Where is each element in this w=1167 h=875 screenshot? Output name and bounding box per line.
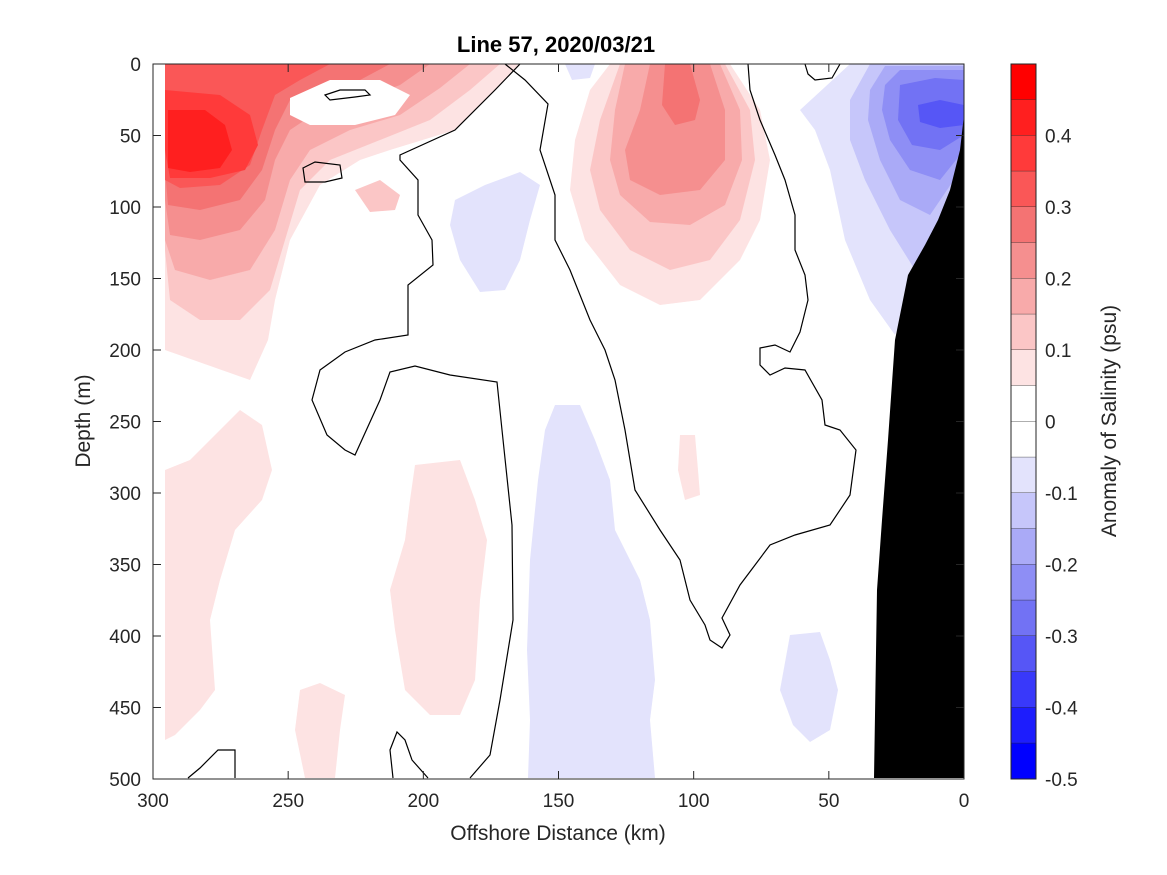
zero-contour-offshore: [311, 63, 521, 779]
colorbar-tick-label: 0.3: [1045, 198, 1071, 219]
colorbar-swatch: [1011, 171, 1036, 207]
zero-contour-pocket-a: [323, 89, 372, 101]
colorbar-swatch: [1011, 743, 1036, 779]
x-axis: 300 250 200 150 100 50 0: [137, 64, 969, 812]
y-tick-label: 450: [109, 699, 141, 720]
colorbar-swatch: [1011, 385, 1036, 422]
colorbar: [1010, 63, 1037, 780]
y-tick-label: 50: [120, 127, 141, 148]
colorbar-swatch: [1011, 135, 1036, 172]
contour-fill-pos-deep-west: [165, 410, 272, 740]
plot-area: [152, 63, 965, 780]
colorbar-swatch: [1011, 528, 1036, 565]
colorbar-swatch: [1011, 457, 1036, 493]
y-tick-label: 400: [109, 627, 141, 648]
y-tick-label: 250: [109, 413, 141, 434]
contour-fills: [165, 64, 964, 778]
colorbar-swatch: [1011, 600, 1036, 636]
y-axis-label: Depth (m): [72, 374, 95, 467]
contour-fill-neg-deep-band: [527, 405, 655, 778]
colorbar-tick-label: 0.1: [1045, 341, 1071, 362]
colorbar-tick-label: -0.4: [1045, 699, 1078, 720]
colorbar-swatch: [1011, 493, 1036, 529]
zero-contour-pocket-b: [302, 161, 343, 183]
x-tick-label: 300: [137, 791, 169, 812]
zero-contour-lines: [187, 63, 857, 779]
zero-contour-west: [504, 63, 857, 649]
y-axis: 0 50 100 150 200 250 300 350 400 450 500: [109, 55, 964, 791]
colorbar-label: Anomaly of Salinity (psu): [1098, 305, 1121, 537]
x-tick-label: 250: [272, 791, 304, 812]
x-tick-label: 50: [818, 791, 839, 812]
colorbar-swatch: [1011, 207, 1036, 243]
colorbar-tick-label: 0: [1045, 413, 1056, 434]
zero-contour-bottom-left: [187, 749, 236, 779]
colorbar-swatch: [1011, 671, 1036, 708]
contour-fill-pos-mid-l5: [662, 64, 700, 125]
y-tick-label: 200: [109, 341, 141, 362]
y-tick-label: 350: [109, 556, 141, 577]
contour-fill-pos-deep-small: [678, 435, 700, 500]
contour-fill-zero-pocket: [290, 80, 410, 125]
contour-fill-pos-deep-bottom: [295, 683, 345, 778]
bathymetry-mask: [874, 115, 964, 778]
colorbar-frame: [1010, 63, 1037, 780]
contour-fill-neg-mid-patch: [450, 172, 540, 292]
colorbar-swatch: [1011, 99, 1036, 136]
y-tick-label: 150: [109, 270, 141, 291]
colorbar-swatch: [1011, 350, 1036, 386]
x-tick-label: 150: [543, 791, 575, 812]
contour-fill-pos-mid-l4: [625, 64, 725, 195]
colorbar-tick-label: 0.4: [1045, 127, 1072, 148]
colorbar-swatch: [1011, 636, 1036, 672]
contour-fill-pos-offshore-l8: [168, 110, 232, 172]
colorbar-tick-label: -0.3: [1045, 627, 1078, 648]
zero-contour-surface-speck: [804, 63, 841, 81]
colorbar-tick-label: -0.5: [1045, 770, 1078, 791]
contour-fill-neg-nearshore-l6: [918, 100, 964, 128]
colorbar-swatch: [1011, 64, 1036, 100]
colorbar-swatch: [1011, 314, 1036, 350]
colorbar-tick-label: -0.1: [1045, 484, 1078, 505]
x-tick-label: 200: [407, 791, 439, 812]
y-tick-label: 500: [109, 770, 141, 791]
colorbar-swatch: [1011, 707, 1036, 744]
zero-contour-bottom-mid: [389, 730, 429, 779]
colorbar-ticks: 0.4 0.3 0.2 0.1 0 -0.1 -0.2 -0.3 -0.4 -0.5: [1045, 127, 1078, 792]
contour-fill-pos-deep-mid: [390, 460, 487, 715]
y-tick-label: 300: [109, 484, 141, 505]
colorbar-swatch: [1011, 242, 1036, 279]
colorbar-swatch: [1011, 278, 1036, 315]
colorbar-swatch: [1011, 564, 1036, 601]
contour-fill-neg-deep-nearshore: [780, 632, 838, 742]
colorbar-swatch: [1011, 421, 1036, 458]
y-tick-label: 0: [130, 55, 141, 76]
contour-fill-pos-small-patch: [355, 180, 400, 212]
contour-fill-neg-surface-speck: [565, 64, 595, 80]
chart-title: Line 57, 2020/03/21: [457, 32, 655, 57]
colorbar-tick-label: -0.2: [1045, 556, 1078, 577]
y-tick-label: 100: [109, 198, 141, 219]
x-tick-label: 0: [959, 791, 970, 812]
x-tick-label: 100: [678, 791, 710, 812]
x-axis-label: Offshore Distance (km): [450, 822, 666, 845]
colorbar-tick-label: 0.2: [1045, 270, 1071, 291]
